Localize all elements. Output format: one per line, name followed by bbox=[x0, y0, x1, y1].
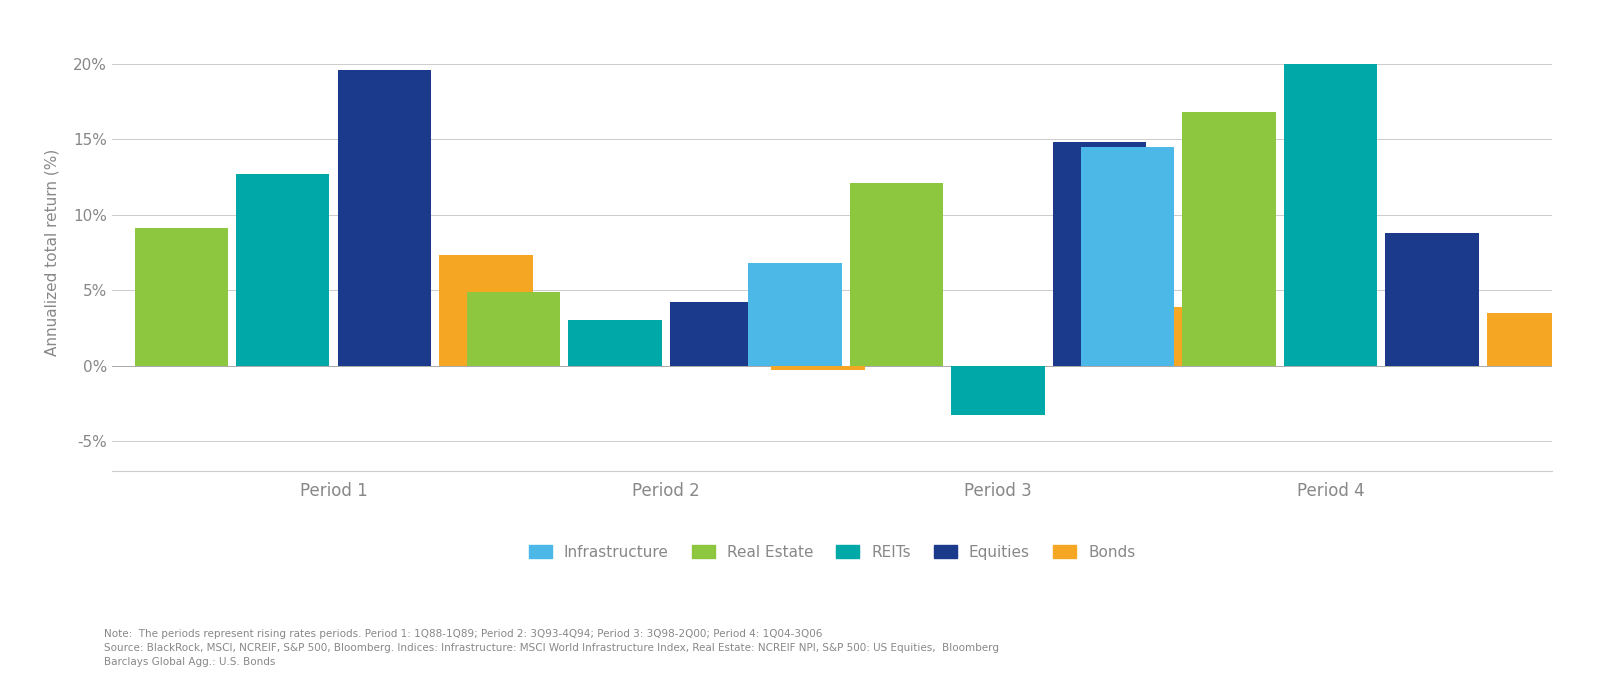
Y-axis label: Annualized total return (%): Annualized total return (%) bbox=[45, 149, 59, 356]
Bar bbox=[1053, 142, 1146, 365]
Bar bbox=[952, 365, 1045, 415]
Bar bbox=[1155, 307, 1248, 365]
Bar bbox=[1386, 233, 1478, 365]
Bar bbox=[1080, 147, 1174, 365]
Bar bbox=[749, 263, 842, 365]
Bar bbox=[338, 70, 430, 365]
Bar bbox=[850, 183, 944, 365]
Bar bbox=[771, 365, 866, 370]
Legend: Infrastructure, Real Estate, REITs, Equities, Bonds: Infrastructure, Real Estate, REITs, Equi… bbox=[528, 544, 1136, 560]
Bar bbox=[670, 302, 763, 365]
Bar bbox=[438, 255, 533, 365]
Bar bbox=[1182, 112, 1275, 365]
Bar bbox=[237, 174, 330, 365]
Bar bbox=[1283, 64, 1378, 365]
Bar bbox=[1486, 313, 1581, 365]
Bar bbox=[467, 291, 560, 365]
Bar bbox=[134, 228, 227, 365]
Text: Note:  The periods represent rising rates periods. Period 1: 1Q88-1Q89; Period 2: Note: The periods represent rising rates… bbox=[104, 629, 998, 667]
Bar bbox=[568, 320, 662, 365]
